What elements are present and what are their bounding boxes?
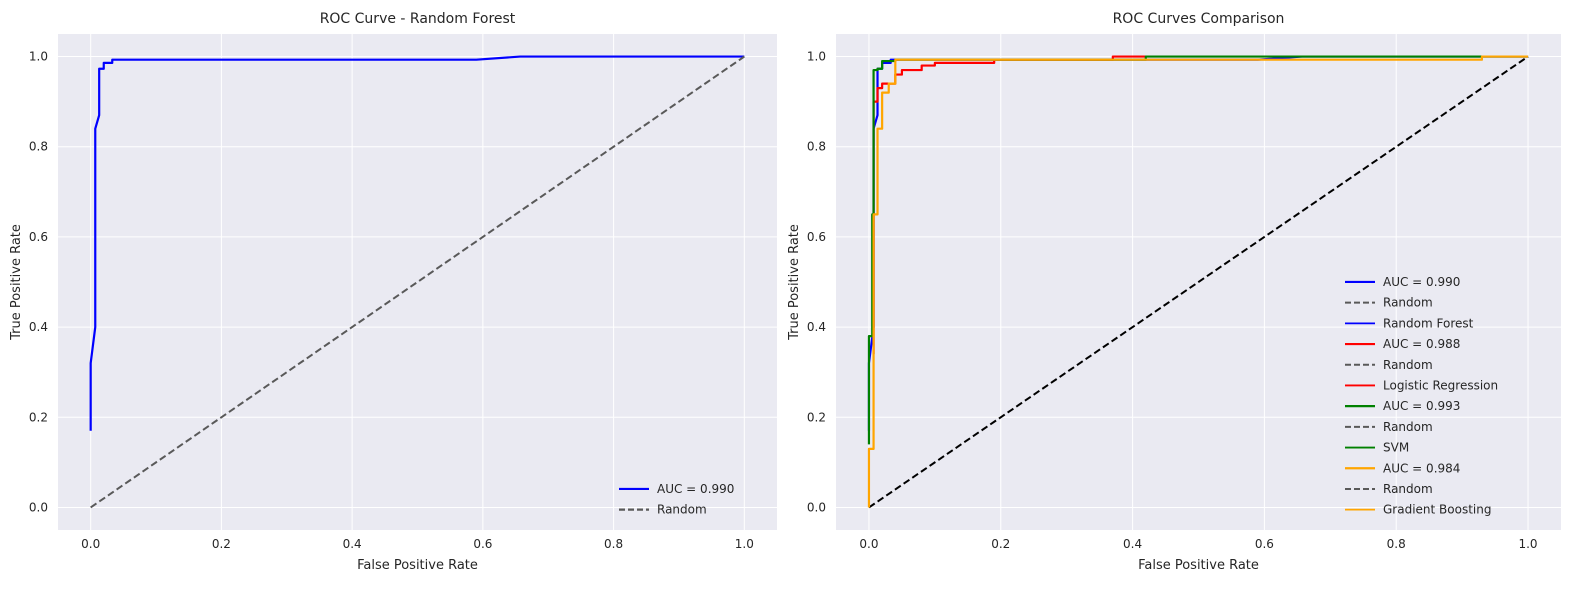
y-axis-label: True Positive Rate xyxy=(9,224,24,341)
y-tick-label: 0.4 xyxy=(807,320,826,334)
y-axis-label: True Positive Rate xyxy=(787,224,802,341)
x-axis-label: False Positive Rate xyxy=(357,558,478,573)
series-line-random xyxy=(90,55,745,509)
legend-label: Random xyxy=(1383,358,1433,372)
legend-label: Random xyxy=(657,503,707,517)
y-tick-label: 0.4 xyxy=(29,320,48,334)
y-tick-label: 1.0 xyxy=(807,50,826,64)
series-line-gradient-boosting xyxy=(867,55,1529,508)
legend-label: AUC = 0.990 xyxy=(657,482,734,496)
legend-label: AUC = 0.993 xyxy=(1383,399,1460,413)
y-tick-label: 0.8 xyxy=(29,140,48,154)
series-line-auc-0-990 xyxy=(89,55,745,431)
x-tick-label: 0.0 xyxy=(81,537,100,551)
y-tick-label: 0.0 xyxy=(29,500,48,514)
x-tick-label: 0.0 xyxy=(859,537,878,551)
x-tick-label: 0.4 xyxy=(1123,537,1142,551)
chart-panel-1: 0.0 0.2 0.4 0.6 0.8 1.0 0.0 0.2 0.4 0.6 0.8 1.0 ROC … xyxy=(9,11,777,573)
legend: AUC = 0.990 Random Random Forest AUC = 0.98… xyxy=(1345,275,1498,517)
legend: AUC = 0.990 Random xyxy=(619,482,734,517)
y-tick-label: 1.0 xyxy=(29,50,48,64)
axes-background xyxy=(58,34,777,530)
legend-label: AUC = 0.988 xyxy=(1383,337,1460,351)
legend-label: AUC = 0.984 xyxy=(1383,461,1460,475)
y-tick-label: 0.6 xyxy=(807,230,826,244)
x-tick-label: 0.6 xyxy=(473,537,492,551)
chart-title: ROC Curve - Random Forest xyxy=(320,11,516,27)
legend-label: Random Forest xyxy=(1383,316,1474,330)
series-line-random xyxy=(868,55,1529,509)
x-tick-label: 1.0 xyxy=(1518,537,1537,551)
legend-label: Logistic Regression xyxy=(1383,378,1498,392)
y-tick-label: 0.2 xyxy=(807,410,826,424)
chart-panel-2: 0.0 0.2 0.4 0.6 0.8 1.0 0.0 0.2 0.4 0.6 0.8 1.0 ROC … xyxy=(787,11,1561,573)
x-tick-label: 1.0 xyxy=(735,537,754,551)
x-tick-label: 0.2 xyxy=(212,537,231,551)
legend-label: Gradient Boosting xyxy=(1383,503,1491,517)
x-tick-label: 0.2 xyxy=(991,537,1010,551)
y-tick-label: 0.6 xyxy=(29,230,48,244)
x-tick-label: 0.4 xyxy=(343,537,362,551)
legend-label: Random xyxy=(1383,420,1433,434)
legend-label: Random xyxy=(1383,482,1433,496)
y-tick-label: 0.8 xyxy=(807,140,826,154)
legend-label: AUC = 0.990 xyxy=(1383,275,1460,289)
chart-title: ROC Curves Comparison xyxy=(1113,11,1285,27)
x-tick-label: 0.8 xyxy=(604,537,623,551)
x-tick-label: 0.8 xyxy=(1387,537,1406,551)
y-tick-label: 0.2 xyxy=(29,410,48,424)
legend-label: SVM xyxy=(1383,441,1409,455)
x-tick-label: 0.6 xyxy=(1255,537,1274,551)
x-axis-label: False Positive Rate xyxy=(1138,558,1259,573)
y-tick-label: 0.0 xyxy=(807,500,826,514)
legend-label: Random xyxy=(1383,296,1433,310)
